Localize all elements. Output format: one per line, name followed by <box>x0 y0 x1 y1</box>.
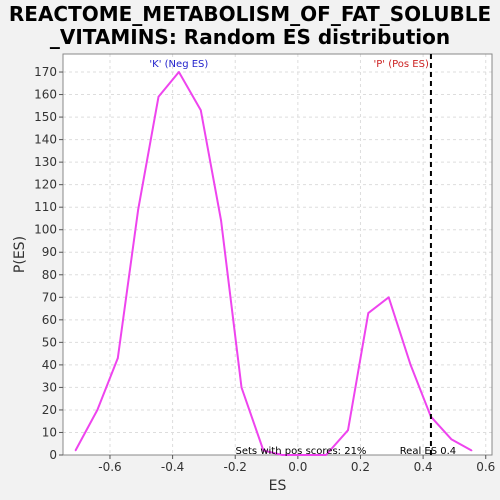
series-line <box>74 71 473 456</box>
y-axis-ticks: 0 10 20 30 40 50 60 70 80 90 100 110 120 130 140 150 160… <box>34 65 63 462</box>
series-point <box>325 454 327 456</box>
series-point <box>240 386 243 389</box>
y-tick-label: 70 <box>42 290 57 304</box>
x-axis-ticks: -0.6 -0.4 -0.2 0.0 0.2 0.4 0.6 <box>98 455 495 474</box>
series-point <box>157 96 160 98</box>
y-tick-label: 140 <box>34 133 57 147</box>
pos-es-label: 'P' (Pos ES) <box>374 59 429 70</box>
x-tick-label: -0.2 <box>224 460 247 474</box>
x-tick-label: -0.6 <box>98 460 121 474</box>
y-tick-label: 60 <box>42 313 57 327</box>
series-point <box>178 71 180 73</box>
series-point <box>303 454 305 456</box>
series-point <box>347 429 349 432</box>
y-tick-label: 0 <box>49 448 57 462</box>
series-point <box>470 449 473 452</box>
y-tick-label: 170 <box>34 65 57 79</box>
y-tick-label: 120 <box>34 178 57 192</box>
y-tick-label: 50 <box>42 335 57 349</box>
pos-scores-annotation: Sets with pos scores: 21% <box>236 446 367 457</box>
series <box>74 71 473 456</box>
y-tick-label: 100 <box>34 223 57 237</box>
series-point <box>96 409 99 411</box>
real-es-annotation: Real ES 0.4 <box>400 446 456 457</box>
series-point <box>220 219 222 222</box>
series-point <box>450 438 453 441</box>
series-point <box>116 357 119 359</box>
x-tick-label: 0.0 <box>288 460 307 474</box>
chart-title-line-2: _VITAMINS: Random ES distribution <box>50 25 450 49</box>
y-tick-label: 10 <box>42 425 57 439</box>
y-tick-label: 110 <box>34 200 57 214</box>
chart-title-line-1: REACTOME_METABOLISM_OF_FAT_SOLUBLE <box>9 2 491 26</box>
x-tick-label: 0.6 <box>476 460 495 474</box>
y-tick-label: 130 <box>34 155 57 169</box>
plot-border <box>62 53 493 456</box>
grid <box>63 54 492 456</box>
series-point <box>74 449 77 452</box>
y-axis-label: P(ES) <box>12 236 28 273</box>
x-tick-label: -0.4 <box>161 460 184 474</box>
series-point <box>387 296 390 299</box>
x-axis-label: ES <box>269 478 287 494</box>
y-tick-label: 90 <box>42 245 57 259</box>
series-point <box>367 312 370 314</box>
y-tick-label: 40 <box>42 358 57 372</box>
y-tick-label: 30 <box>42 380 57 394</box>
series-point <box>262 449 265 452</box>
x-tick-label: 0.2 <box>351 460 370 474</box>
series-point <box>137 208 139 211</box>
x-tick-label: 0.4 <box>414 460 433 474</box>
y-tick-label: 150 <box>34 110 57 124</box>
y-tick-label: 80 <box>42 268 57 282</box>
series-point <box>281 454 283 456</box>
series-point <box>409 364 412 366</box>
series-point <box>199 109 202 112</box>
axes <box>62 53 493 456</box>
neg-es-label: 'K' (Neg ES) <box>149 59 208 70</box>
plot-area <box>63 54 492 455</box>
y-tick-label: 20 <box>42 403 57 417</box>
y-tick-label: 160 <box>34 88 57 102</box>
